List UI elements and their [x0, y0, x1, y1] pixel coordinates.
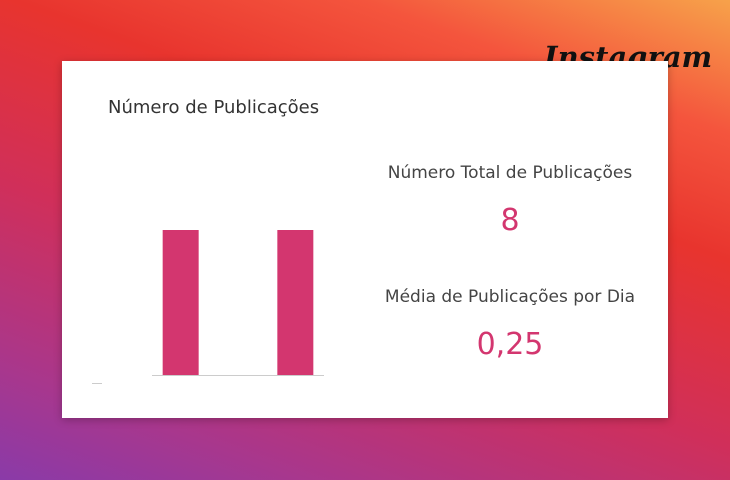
card-title: Número de Publicações: [108, 97, 320, 118]
publications-bar-chart: [92, 230, 324, 384]
avg-publications-label: Média de Publicações por Dia: [384, 287, 636, 307]
publications-card: Número de Publicações Número Total de Pu…: [62, 61, 668, 418]
total-publications-label: Número Total de Publicações: [387, 163, 633, 183]
total-publications-value: 8: [500, 203, 520, 238]
bar-2: [277, 230, 314, 375]
bar-0: [162, 230, 199, 375]
bars-group: [162, 230, 314, 375]
avg-publications-value: 0,25: [476, 327, 544, 362]
